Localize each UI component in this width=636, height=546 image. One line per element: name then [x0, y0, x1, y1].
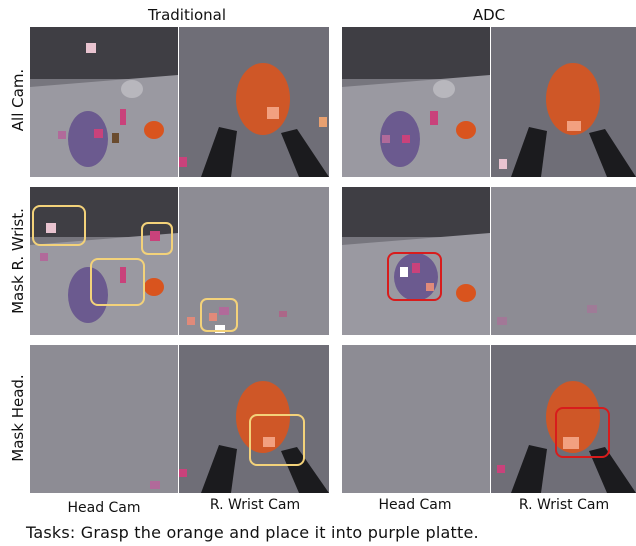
- adc-maskhead-wrist-panel: [491, 345, 636, 493]
- group-title-traditional: Traditional: [147, 6, 227, 24]
- adc-maskwrist-wrist-panel: [491, 187, 636, 335]
- trad-maskwrist-wrist-panel: [179, 187, 329, 335]
- col-label-trad-wrist: R. Wrist Cam: [209, 497, 301, 513]
- row-label-mask-wrist: Mask R. Wrist.: [9, 208, 27, 314]
- masked-wrist-scene: [179, 187, 329, 335]
- masked-wrist-scene: [491, 187, 636, 335]
- highlight-box: [32, 205, 86, 246]
- highlight-box: [387, 252, 442, 301]
- highlight-box: [90, 258, 145, 306]
- head-cam-scene: [30, 187, 178, 335]
- trad-maskhead-head-panel: [30, 345, 178, 493]
- wrist-cam-scene: [179, 345, 329, 493]
- head-cam-scene: [30, 27, 178, 177]
- head-cam-scene: [342, 27, 490, 177]
- highlight-box: [249, 414, 305, 466]
- trad-maskhead-wrist-panel: [179, 345, 329, 493]
- masked-head-scene: [342, 345, 490, 493]
- trad-allcam-wrist-panel: [179, 27, 329, 177]
- head-cam-scene: [342, 187, 490, 335]
- highlight-box: [141, 222, 173, 255]
- task-caption: Tasks: Grasp the orange and place it int…: [26, 523, 479, 542]
- wrist-cam-scene: [491, 345, 636, 493]
- adc-maskwrist-head-panel: [342, 187, 490, 335]
- trad-allcam-head-panel: [30, 27, 178, 177]
- masked-head-scene: [30, 345, 178, 493]
- trad-maskwrist-head-panel: [30, 187, 178, 335]
- adc-allcam-wrist-panel: [491, 27, 636, 177]
- highlight-box: [200, 298, 238, 332]
- row-label-all-cam: All Cam.: [9, 68, 27, 132]
- col-label-adc-wrist: R. Wrist Cam: [518, 497, 610, 513]
- col-label-adc-head: Head Cam: [378, 497, 452, 513]
- wrist-cam-scene: [491, 27, 636, 177]
- adc-allcam-head-panel: [342, 27, 490, 177]
- adc-maskhead-head-panel: [342, 345, 490, 493]
- col-label-trad-head: Head Cam: [67, 500, 141, 516]
- row-label-mask-head: Mask Head.: [9, 374, 27, 462]
- group-title-adc: ADC: [472, 6, 506, 24]
- wrist-cam-scene: [179, 27, 329, 177]
- highlight-box: [555, 407, 610, 458]
